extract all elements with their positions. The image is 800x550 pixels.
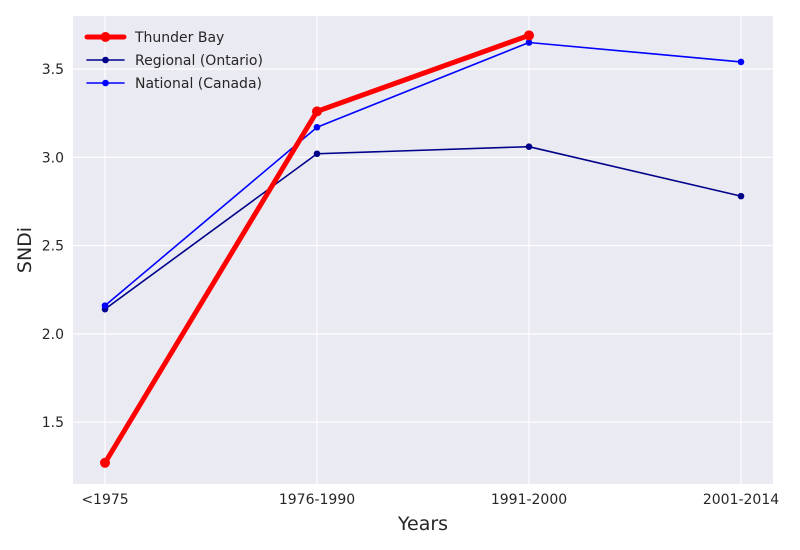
y-tick-label: 3.5 (42, 62, 64, 78)
x-tick-labels: <1975 1976-1990 1991-2000 2001-2014 (81, 492, 779, 508)
y-axis-label: SNDi (14, 227, 36, 273)
legend-label: Thunder Bay (134, 30, 224, 46)
x-tick-label: 1976-1990 (279, 492, 355, 508)
legend-label: Regional (Ontario) (135, 53, 263, 69)
x-axis-label: Years (397, 513, 448, 535)
x-tick-label: <1975 (81, 492, 128, 508)
x-tick-label: 1991-2000 (491, 492, 567, 508)
series-line (104, 41, 742, 307)
legend: Thunder Bay Regional (Ontario) National (C… (84, 30, 263, 92)
series-line (104, 145, 742, 310)
y-tick-label: 3.0 (42, 150, 64, 166)
data-point (101, 302, 109, 309)
series-national-canada (101, 39, 745, 309)
y-tick-label: 2.0 (42, 327, 64, 343)
data-point (313, 150, 321, 158)
series-layer (100, 30, 745, 468)
data-point (737, 192, 745, 200)
series-thunder-bay (100, 30, 534, 468)
y-tick-label: 1.5 (42, 415, 64, 431)
data-point (525, 143, 533, 150)
x-tick-label: 2001-2014 (703, 492, 779, 508)
legend-marker (102, 56, 109, 64)
data-point (312, 106, 322, 117)
data-point (100, 457, 110, 468)
y-tick-labels: 1.5 2.0 2.5 3.0 3.5 (42, 62, 64, 431)
legend-marker (100, 32, 111, 42)
data-point (524, 30, 534, 41)
y-tick-label: 2.5 (42, 239, 64, 255)
grid-lines (73, 16, 773, 484)
plot-background (73, 16, 773, 484)
data-point (313, 123, 321, 131)
legend-label: National (Canada) (135, 76, 262, 92)
data-point (737, 58, 745, 66)
data-point (525, 39, 533, 46)
legend-marker (102, 79, 109, 87)
